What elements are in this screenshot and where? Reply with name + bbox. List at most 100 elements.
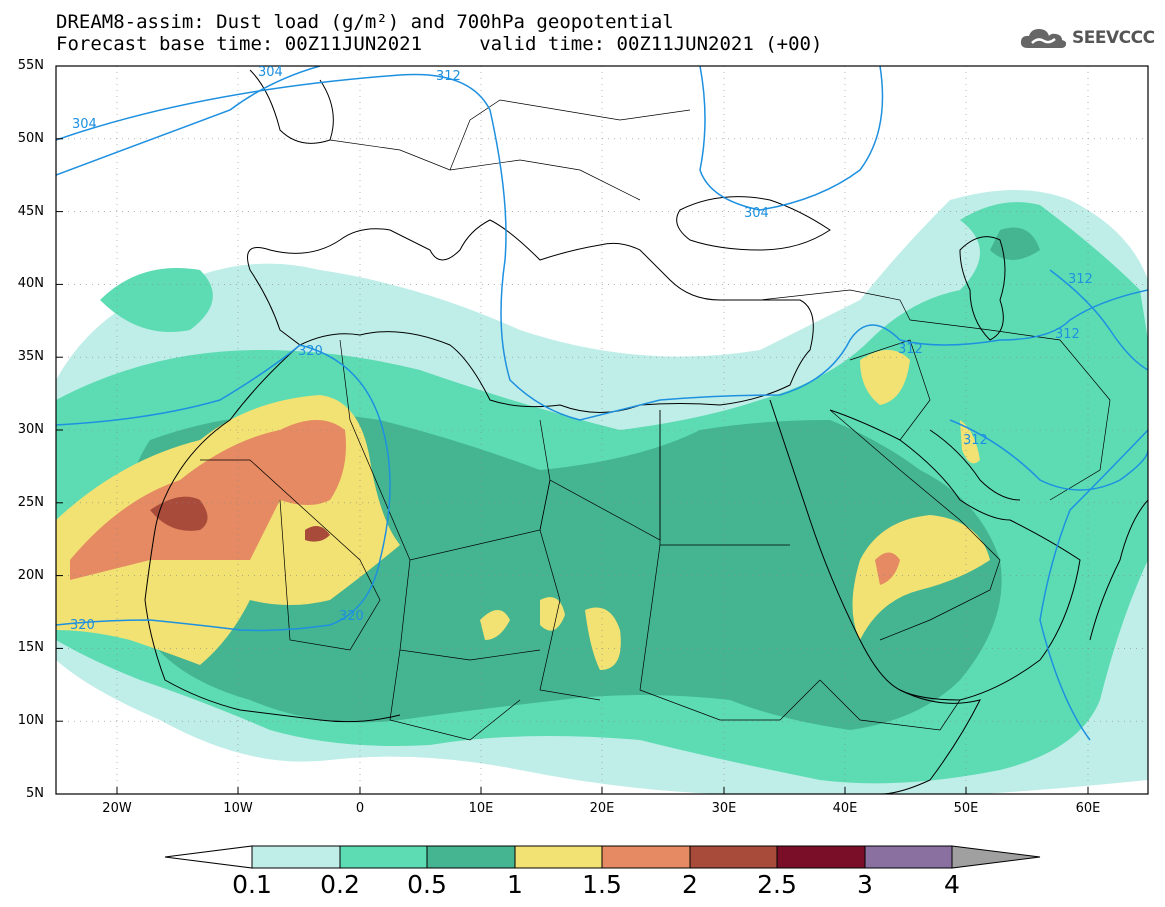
- colorbar-cell: [514, 845, 603, 869]
- border-europe2: [449, 99, 691, 171]
- contour-label: 304: [72, 117, 97, 132]
- colorbar-label: 3: [857, 870, 873, 899]
- lat-label: 15N: [17, 640, 44, 655]
- borders: [200, 99, 1111, 741]
- dust-band-1-iraq: [860, 350, 910, 405]
- border-sudan: [639, 544, 821, 721]
- dust-band-1.5: [70, 420, 346, 580]
- dust-band-1-chad1: [480, 610, 510, 640]
- lat-label: 55N: [17, 58, 44, 73]
- geopotential-contours: [56, 66, 1148, 741]
- lon-label: 10W: [223, 801, 253, 816]
- colorbar-label: 1: [507, 870, 523, 899]
- lat-label: 10N: [17, 713, 44, 728]
- contour-labels: 304 312 304 304 312 312 312 312 320 320 …: [70, 65, 1093, 633]
- lat-label: 30N: [17, 422, 44, 437]
- border-chad: [539, 479, 601, 701]
- contour-312-east: [1049, 269, 1148, 371]
- coast-black-sea: [676, 196, 831, 251]
- contour-320: [56, 344, 391, 632]
- border-iraq: [849, 339, 931, 441]
- coast-west-africa: [144, 344, 401, 723]
- coast-india: [1089, 499, 1148, 641]
- lon-label: 60E: [1075, 801, 1101, 816]
- contour-label: 312: [963, 433, 988, 448]
- lat-label: 5N: [26, 786, 44, 801]
- lon-label: 20E: [589, 801, 615, 816]
- cloud-icon: [1020, 29, 1067, 48]
- border-ethiopia: [819, 679, 961, 731]
- dust-band-0.5-ne: [990, 227, 1040, 260]
- colorbar-label: 0.5: [407, 870, 447, 899]
- contour-312-europe: [56, 73, 1148, 421]
- colorbar-max-arrow: [951, 845, 1041, 869]
- lon-label: 30E: [711, 801, 737, 816]
- contour-312-gulf: [949, 419, 1148, 491]
- contour-label: 304: [744, 206, 769, 221]
- colorbar-cell: [601, 845, 691, 869]
- lat-label: 45N: [17, 204, 44, 219]
- axis-ticks: [56, 65, 1089, 795]
- dust-band-1-arabia: [852, 515, 990, 640]
- coast-uk: [249, 69, 334, 144]
- contour-304-nw: [56, 66, 321, 176]
- colorbar-label: 0.1: [232, 870, 272, 899]
- colorbar-label: 0.2: [320, 870, 360, 899]
- contour-label: 312: [898, 342, 923, 357]
- dust-band-1-gulf: [960, 420, 980, 464]
- graticule: [56, 66, 1148, 794]
- lat-label: 40N: [17, 276, 44, 291]
- dust-band-1-sudan: [585, 607, 621, 670]
- colorbar-min-arrow: [164, 845, 253, 869]
- lon-label: 50E: [953, 801, 979, 816]
- colorbar-label: 2.5: [757, 870, 797, 899]
- dust-band-2-b: [305, 526, 330, 542]
- contour-label: 320: [339, 609, 364, 624]
- border-saudi: [829, 409, 1001, 641]
- coast-arabia: [829, 409, 1081, 701]
- colorbar-label: 4: [944, 870, 960, 899]
- border-iran: [909, 319, 1111, 501]
- coast-red-sea: [769, 399, 901, 691]
- contour-label: 312: [436, 69, 461, 84]
- coast-europe-africa: [247, 219, 814, 413]
- dust-band-1.5-arabia: [875, 552, 900, 585]
- contour-312-india: [1039, 429, 1148, 741]
- colorbar-cell: [339, 845, 428, 869]
- lon-label: 0: [355, 801, 365, 816]
- lon-label: 10E: [468, 801, 494, 816]
- forecast-time-line: Forecast base time: 00Z11JUN2021 valid t…: [56, 33, 823, 55]
- lat-label: 20N: [17, 568, 44, 583]
- contour-label: 320: [298, 344, 323, 359]
- contour-label: 320: [70, 618, 95, 633]
- border-turkey: [759, 289, 911, 321]
- lon-label: 20W: [102, 801, 132, 816]
- colorbar-cell: [776, 845, 866, 869]
- contour-label: 312: [1068, 272, 1093, 287]
- dust-band-2: [150, 496, 208, 531]
- seevccc-logo: SEEVCCC: [1018, 26, 1155, 50]
- coastlines: [144, 69, 1148, 794]
- map-title: DREAM8-assim: Dust load (g/m²) and 700hP…: [56, 11, 674, 33]
- colorbar-cell: [251, 845, 341, 869]
- lat-label: 50N: [17, 131, 44, 146]
- coast-horn: [879, 689, 981, 794]
- map-area: [56, 66, 1148, 794]
- colorbar-cell: [689, 845, 778, 869]
- coast-gulf: [929, 429, 1021, 501]
- colorbar: [164, 845, 1041, 869]
- contour-304-east: [699, 66, 884, 211]
- contour-label: 304: [258, 65, 283, 80]
- colorbar-cell: [426, 845, 516, 869]
- lon-label: 40E: [832, 801, 858, 816]
- dust-band-0.1-nw: [100, 268, 213, 332]
- border-mali: [200, 459, 381, 651]
- logo-text: SEEVCCC: [1072, 28, 1155, 48]
- border-europe1: [329, 139, 641, 201]
- border-nigeria: [389, 649, 521, 741]
- colorbar-label: 1.5: [582, 870, 622, 899]
- lat-label: 35N: [17, 349, 44, 364]
- colorbar-cell: [864, 845, 953, 869]
- colorbar-label: 2: [682, 870, 698, 899]
